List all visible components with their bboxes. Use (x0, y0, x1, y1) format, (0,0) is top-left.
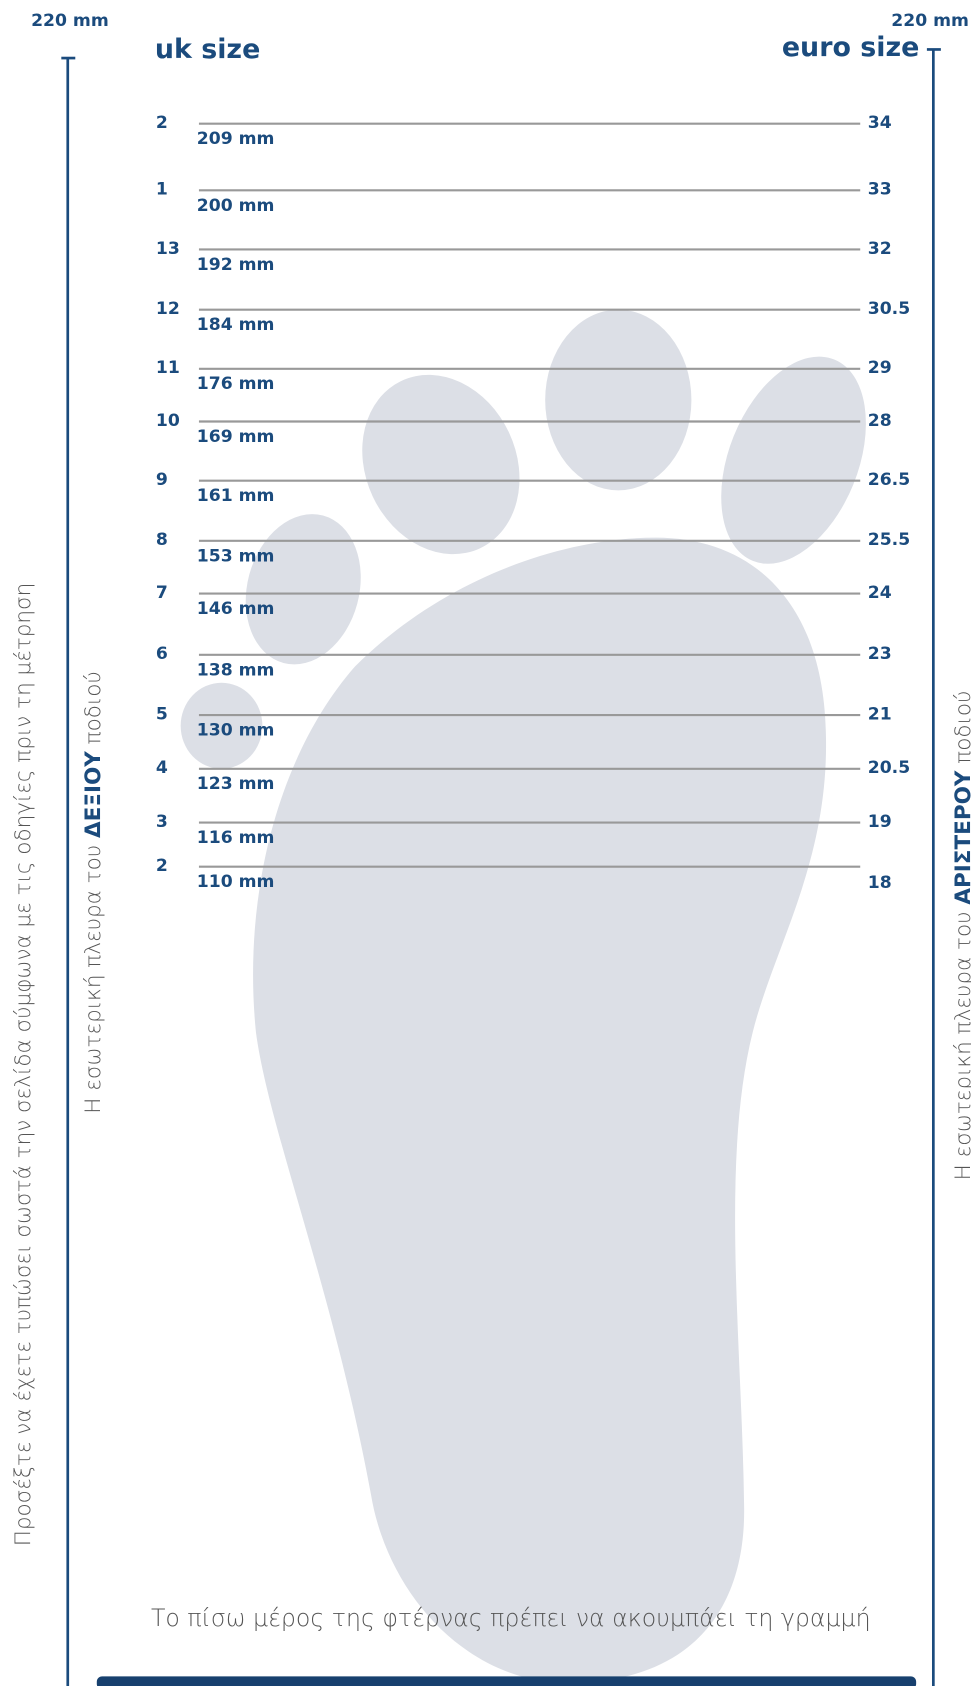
label-bold: ΔΕΞΙΟΥ (81, 751, 106, 838)
euro-size: 30.5 (868, 299, 910, 319)
uk-size: 12 (156, 299, 180, 319)
uk-size: 13 (156, 239, 180, 259)
foot-length: 130 mm (197, 720, 275, 740)
uk-size: 1 (156, 180, 168, 200)
foot-outline (181, 310, 894, 1683)
foot-length: 209 mm (197, 129, 275, 149)
foot-length: 169 mm (197, 427, 275, 447)
label-text: ποδιού (951, 691, 971, 771)
foot-length: 200 mm (197, 196, 275, 216)
euro-size: 25.5 (868, 530, 910, 550)
corner-label: 220 mm (891, 11, 969, 31)
uk-size: 2 (156, 113, 168, 133)
foot-length: 161 mm (197, 486, 275, 506)
print-note: Προσέξτε να έχετε τυπώσει σωστά την σελί… (11, 583, 36, 1547)
uk-size: 7 (156, 583, 168, 603)
euro-size: 26.5 (868, 470, 910, 490)
uk-heading: uk size (155, 34, 260, 65)
foot-length: 110 mm (197, 872, 275, 892)
euro-size: 28 (868, 411, 892, 431)
uk-size: 5 (156, 704, 168, 724)
euro-size: 34 (868, 113, 892, 133)
euro-size: 21 (868, 704, 892, 724)
uk-size: 3 (156, 812, 168, 832)
euro-size: 23 (868, 644, 892, 664)
euro-size: 20.5 (868, 758, 910, 778)
foot-length: 153 mm (197, 546, 275, 566)
label-text: Η εσωτερική πλευρα του (81, 838, 106, 1114)
euro-size: 32 (868, 239, 892, 259)
heel-note: Το πίσω μέρος της φτέρνας πρέπει να ακου… (151, 1604, 871, 1632)
label-text: Η εσωτερική πλευρα του (951, 905, 971, 1181)
uk-size: 2 (156, 856, 168, 876)
euro-heading: euro size (782, 32, 920, 63)
euro-size: 19 (868, 812, 892, 832)
foot-length: 123 mm (197, 774, 275, 794)
euro-size: 29 (868, 358, 892, 378)
foot-length: 192 mm (197, 255, 275, 275)
label-bold: ΑΡΙΣΤΕΡΟΥ (951, 770, 971, 904)
foot-length: 176 mm (197, 374, 275, 394)
foot-length: 138 mm (197, 660, 275, 680)
corner-label: 220 mm (31, 11, 109, 31)
uk-size: 10 (156, 411, 180, 431)
side-label: Η εσωτερική πλευρα του ΔΕΞΙΟΥ ποδιού (81, 671, 106, 1114)
foot-length: 184 mm (197, 315, 275, 335)
uk-size: 8 (156, 530, 168, 550)
size-chart: 220 mm 220 mm uk size euro size 2 209 mm 3… (0, 0, 971, 1686)
uk-size: 11 (156, 358, 180, 378)
uk-size: 4 (156, 758, 168, 778)
side-label: Η εσωτερική πλευρα του ΑΡΙΣΤΕΡΟΥ ποδιού (951, 691, 971, 1181)
foot-length: 146 mm (197, 599, 275, 619)
page: {"corner_left": "220 mm", "corner_right"… (0, 0, 971, 1686)
euro-size: 24 (868, 583, 892, 603)
euro-size: 18 (868, 873, 892, 893)
uk-size: 9 (156, 470, 168, 490)
heel-line (97, 1676, 916, 1686)
euro-size: 33 (868, 180, 892, 200)
label-text: ποδιού (81, 671, 106, 751)
uk-size: 6 (156, 644, 168, 664)
foot-length: 116 mm (197, 828, 275, 848)
